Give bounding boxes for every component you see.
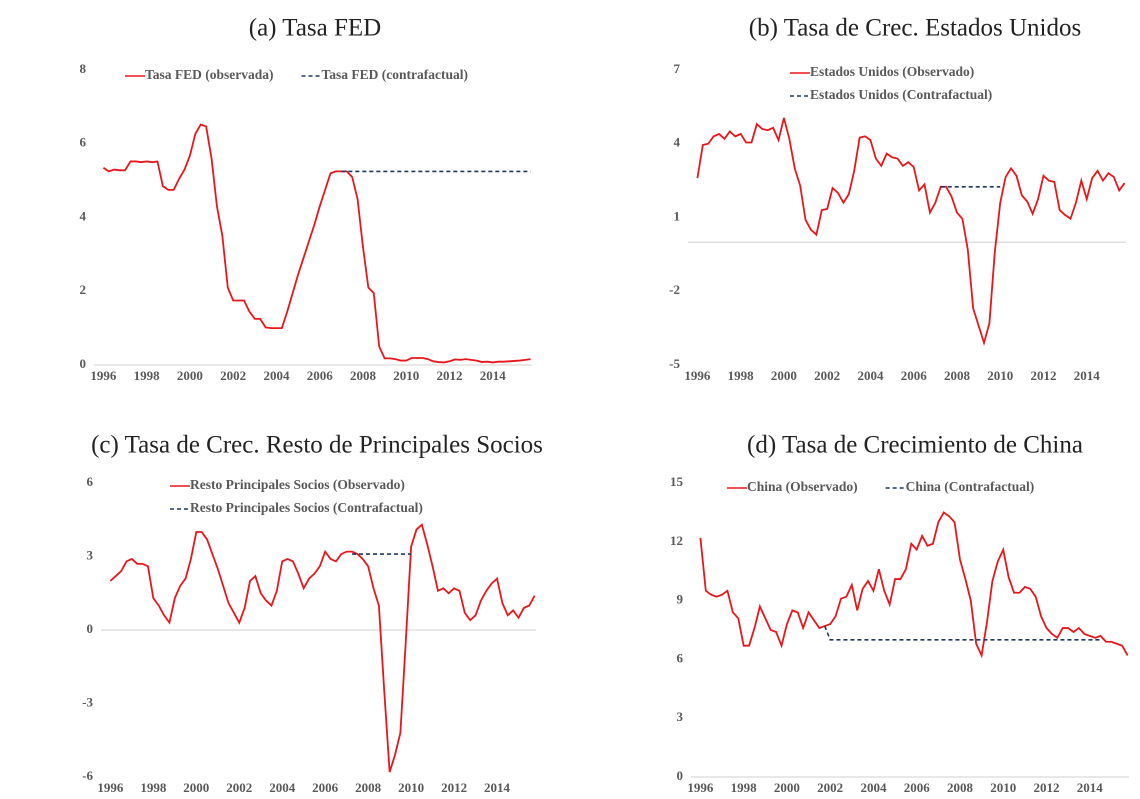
y-tick-label: 3 xyxy=(677,709,684,724)
x-tick-label: 2012 xyxy=(1033,780,1059,795)
x-tick-label: 1996 xyxy=(684,368,711,383)
y-tick-label: 2 xyxy=(80,282,87,297)
x-tick-label: 1998 xyxy=(134,368,161,383)
legend-label: Resto Principales Socios (Observado) xyxy=(190,477,405,492)
x-tick-label: 2012 xyxy=(441,780,467,795)
series-line xyxy=(824,625,1101,641)
x-tick-label: 2004 xyxy=(857,368,884,383)
x-tick-label: 2010 xyxy=(987,368,1013,383)
x-tick-label: 2000 xyxy=(183,780,209,795)
series-line xyxy=(102,123,531,364)
x-tick-label: 2000 xyxy=(771,368,797,383)
series-line xyxy=(699,511,1129,659)
chart-title: (c) Tasa de Crec. Resto de Principales S… xyxy=(91,432,543,459)
x-tick-label: 1996 xyxy=(90,368,117,383)
x-tick-label: 2012 xyxy=(436,368,462,383)
y-tick-label: 1 xyxy=(674,208,681,223)
y-tick-label: 0 xyxy=(80,356,87,371)
x-tick-label: 2012 xyxy=(1030,368,1056,383)
y-tick-label: 12 xyxy=(670,533,683,548)
x-tick-label: 1998 xyxy=(731,780,758,795)
y-tick-label: -6 xyxy=(82,768,93,783)
x-tick-label: 2008 xyxy=(350,368,377,383)
chart-title: (d) Tasa de Crecimiento de China xyxy=(747,432,1083,459)
x-tick-label: 1996 xyxy=(97,780,124,795)
y-tick-label: 8 xyxy=(80,61,87,76)
legend-label: Resto Principales Socios (Contrafactual) xyxy=(190,500,423,515)
y-tick-label: 15 xyxy=(670,474,684,489)
x-tick-label: 2004 xyxy=(269,780,296,795)
series-line xyxy=(109,522,536,773)
legend-label: Estados Unidos (Observado) xyxy=(810,64,974,79)
y-tick-label: -2 xyxy=(669,282,680,297)
y-tick-label: -5 xyxy=(669,356,680,371)
x-tick-label: 2014 xyxy=(1077,780,1104,795)
x-tick-label: 2008 xyxy=(947,780,974,795)
x-tick-label: 2006 xyxy=(307,368,334,383)
x-tick-label: 2008 xyxy=(944,368,971,383)
y-tick-label: 6 xyxy=(80,135,87,150)
y-tick-label: 9 xyxy=(677,592,684,607)
x-tick-label: 2002 xyxy=(814,368,840,383)
chart-title: (a) Tasa FED xyxy=(249,15,381,42)
legend-label: Tasa FED (observada) xyxy=(145,67,274,82)
x-tick-label: 2002 xyxy=(226,780,252,795)
x-tick-label: 2000 xyxy=(774,780,800,795)
legend-label: China (Contrafactual) xyxy=(906,479,1035,494)
x-tick-label: 2004 xyxy=(263,368,290,383)
x-tick-label: 2002 xyxy=(817,780,843,795)
x-tick-label: 2004 xyxy=(860,780,887,795)
legend-label: Estados Unidos (Contrafactual) xyxy=(810,87,992,102)
x-tick-label: 2006 xyxy=(901,368,928,383)
x-tick-label: 2002 xyxy=(220,368,246,383)
y-tick-label: -3 xyxy=(82,694,93,709)
y-tick-label: 7 xyxy=(674,61,681,76)
y-tick-label: 6 xyxy=(87,474,94,489)
x-tick-label: 2014 xyxy=(1074,368,1101,383)
series-line xyxy=(696,117,1126,347)
x-tick-label: 2008 xyxy=(355,780,382,795)
x-tick-label: 2000 xyxy=(177,368,203,383)
x-tick-label: 2010 xyxy=(393,368,419,383)
x-tick-label: 1998 xyxy=(728,368,755,383)
legend-label: China (Observado) xyxy=(747,479,858,494)
x-tick-label: 2006 xyxy=(904,780,931,795)
x-tick-label: 2010 xyxy=(398,780,424,795)
x-tick-label: 2014 xyxy=(484,780,511,795)
y-tick-label: 4 xyxy=(674,135,681,150)
y-tick-label: 6 xyxy=(677,650,684,665)
x-tick-label: 1996 xyxy=(687,780,714,795)
x-tick-label: 2014 xyxy=(480,368,507,383)
y-tick-label: 0 xyxy=(87,621,94,636)
legend-label: Tasa FED (contrafactual) xyxy=(322,67,469,82)
chart-title: (b) Tasa de Crec. Estados Unidos xyxy=(749,15,1081,42)
x-tick-label: 2010 xyxy=(990,780,1016,795)
y-tick-label: 0 xyxy=(677,768,684,783)
x-tick-label: 2006 xyxy=(312,780,339,795)
y-tick-label: 3 xyxy=(87,547,94,562)
y-tick-label: 4 xyxy=(80,208,87,223)
x-tick-label: 1998 xyxy=(140,780,167,795)
